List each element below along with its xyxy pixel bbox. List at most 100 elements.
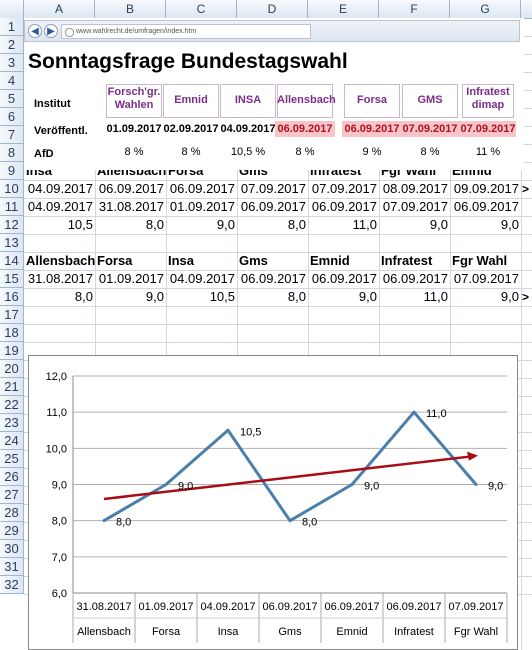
cell-r12-e[interactable]: 11,0 <box>352 217 377 232</box>
cell-r14-f[interactable]: Infratest <box>381 253 433 268</box>
chart-svg: 6,0 7,0 8,0 9,0 10,0 11,0 12,0 31.08.2017 01.09.… <box>46 371 508 643</box>
cell-r10-e[interactable]: 07.09.2017 <box>311 181 377 196</box>
institute-box <box>402 84 458 118</box>
cell-r11-f[interactable]: 07.09.2017 <box>382 199 448 214</box>
cell-r12-g[interactable]: 9,0 <box>500 217 519 232</box>
row-header-27[interactable]: 27 <box>0 486 24 504</box>
cell-r15-e[interactable]: 06.09.2017 <box>311 271 377 286</box>
cell-r14-b[interactable]: Forsa <box>97 253 133 268</box>
x-tick-date: 31.08.2017 <box>76 601 131 613</box>
cell-r12-f[interactable]: 9,0 <box>429 217 448 232</box>
arrow-left-icon: ◀ <box>31 26 39 37</box>
row-header-12[interactable]: 12 <box>0 216 24 234</box>
cell-r15-b[interactable]: 01.09.2017 <box>98 271 164 286</box>
row-header-31[interactable]: 31 <box>0 558 24 576</box>
row-header-19[interactable]: 19 <box>0 342 24 360</box>
cell-r10-a[interactable]: 04.09.2017 <box>27 181 93 196</box>
cell-r10-f[interactable]: 08.09.2017 <box>382 181 448 196</box>
row-header-17[interactable]: 17 <box>0 306 24 324</box>
row-header-18[interactable]: 18 <box>0 324 24 342</box>
select-all-corner[interactable] <box>0 0 24 18</box>
column-header-c[interactable]: C <box>166 0 237 18</box>
cell-r12-a[interactable]: 10,5 <box>67 217 93 232</box>
cell-r16-b[interactable]: 9,0 <box>145 289 164 304</box>
cell-r14-g[interactable]: Fgr Wahl <box>452 253 508 268</box>
data-point <box>288 519 292 523</box>
row-header-6[interactable]: 6 <box>0 108 24 126</box>
row-header-9[interactable]: 9 <box>0 162 24 180</box>
cell-r14-e[interactable]: Emnid <box>310 253 350 268</box>
cell-r16-c[interactable]: 10,5 <box>209 289 235 304</box>
row-header-4[interactable]: 4 <box>0 72 24 90</box>
gridline <box>24 342 532 343</box>
row-header-25[interactable]: 25 <box>0 450 24 468</box>
cell-r14-a[interactable]: Allensbach <box>26 253 95 268</box>
row-header-24[interactable]: 24 <box>0 432 24 450</box>
row-header-32[interactable]: 32 <box>0 576 24 594</box>
row-header-28[interactable]: 28 <box>0 504 24 522</box>
cell-r12-c[interactable]: 9,0 <box>216 217 235 232</box>
row-header-21[interactable]: 21 <box>0 378 24 396</box>
cell-r11-a[interactable]: 04.09.2017 <box>27 199 93 214</box>
row-header-22[interactable]: 22 <box>0 396 24 414</box>
data-label: 9,0 <box>364 481 379 493</box>
column-header-a[interactable]: A <box>24 0 95 18</box>
row-header-14[interactable]: 14 <box>0 252 24 270</box>
cell-r16-g[interactable]: 9,0 <box>500 289 519 304</box>
column-header-d[interactable]: D <box>237 0 308 18</box>
row-header-15[interactable]: 15 <box>0 270 24 288</box>
row-header-26[interactable]: 26 <box>0 468 24 486</box>
x-tick-name: Insa <box>218 626 240 638</box>
cell-r10-b[interactable]: 06.09.2017 <box>98 181 164 196</box>
data-label: 9,0 <box>488 481 503 493</box>
cell-r12-d[interactable]: 8,0 <box>287 217 306 232</box>
cell-r15-d[interactable]: 06.09.2017 <box>240 271 306 286</box>
x-tick-name: Allensbach <box>77 626 131 638</box>
data-point <box>412 410 416 414</box>
row-header-20[interactable]: 20 <box>0 360 24 378</box>
cell-r11-b[interactable]: 31.08.2017 <box>98 199 164 214</box>
row-header-11[interactable]: 11 <box>0 198 24 216</box>
cell-r16-f[interactable]: 11,0 <box>423 289 448 304</box>
cell-r15-g[interactable]: 07.09.2017 <box>453 271 519 286</box>
cell-r16-e[interactable]: 9,0 <box>358 289 377 304</box>
row-header-2[interactable]: 2 <box>0 36 24 54</box>
x-tick-name: Infratest <box>394 626 434 638</box>
cell-r11-c[interactable]: 01.09.2017 <box>169 199 235 214</box>
line-chart[interactable]: 6,0 7,0 8,0 9,0 10,0 11,0 12,0 31.08.2017 01.09.… <box>28 355 518 650</box>
row-header-5[interactable]: 5 <box>0 90 24 108</box>
cell-r14-c[interactable]: Insa <box>168 253 195 268</box>
cell-r10-d[interactable]: 07.09.2017 <box>240 181 306 196</box>
cell-r15-a[interactable]: 31.08.2017 <box>27 271 93 286</box>
cell-r16-d[interactable]: 8,0 <box>287 289 306 304</box>
column-header-b[interactable]: B <box>95 0 166 18</box>
column-header-f[interactable]: F <box>379 0 450 18</box>
column-header-g[interactable]: G <box>450 0 521 18</box>
column-header-e[interactable]: E <box>308 0 379 18</box>
row-header-7[interactable]: 7 <box>0 126 24 144</box>
cell-r14-d[interactable]: Gms <box>239 253 268 268</box>
row-header-29[interactable]: 29 <box>0 522 24 540</box>
row-header-30[interactable]: 30 <box>0 540 24 558</box>
row-header-16[interactable]: 16 <box>0 288 24 306</box>
cell-r15-f[interactable]: 06.09.2017 <box>382 271 448 286</box>
institute-value: 8 % <box>295 146 315 158</box>
cell-r11-g[interactable]: 06.09.2017 <box>453 199 519 214</box>
cell-r16-a[interactable]: 8,0 <box>74 289 93 304</box>
row-header-13[interactable]: 13 <box>0 234 24 252</box>
row-header-8[interactable]: 8 <box>0 144 24 162</box>
gridline <box>521 18 522 650</box>
cell-r11-d[interactable]: 06.09.2017 <box>240 199 306 214</box>
gridline <box>24 216 532 217</box>
row-header-10[interactable]: 10 <box>0 180 24 198</box>
row-header-1[interactable]: 1 <box>0 18 24 36</box>
row-header-3[interactable]: 3 <box>0 54 24 72</box>
cell-r10-g[interactable]: 09.09.2017 <box>453 181 519 196</box>
cell-r11-e[interactable]: 06.09.2017 <box>311 199 377 214</box>
institute-date: 06.09.2017 <box>342 121 402 137</box>
row-header-23[interactable]: 23 <box>0 414 24 432</box>
cell-r15-c[interactable]: 04.09.2017 <box>169 271 235 286</box>
cell-r12-b[interactable]: 8,0 <box>145 217 164 232</box>
institute-value: 8 % <box>420 146 440 158</box>
cell-r10-c[interactable]: 06.09.2017 <box>169 181 235 196</box>
